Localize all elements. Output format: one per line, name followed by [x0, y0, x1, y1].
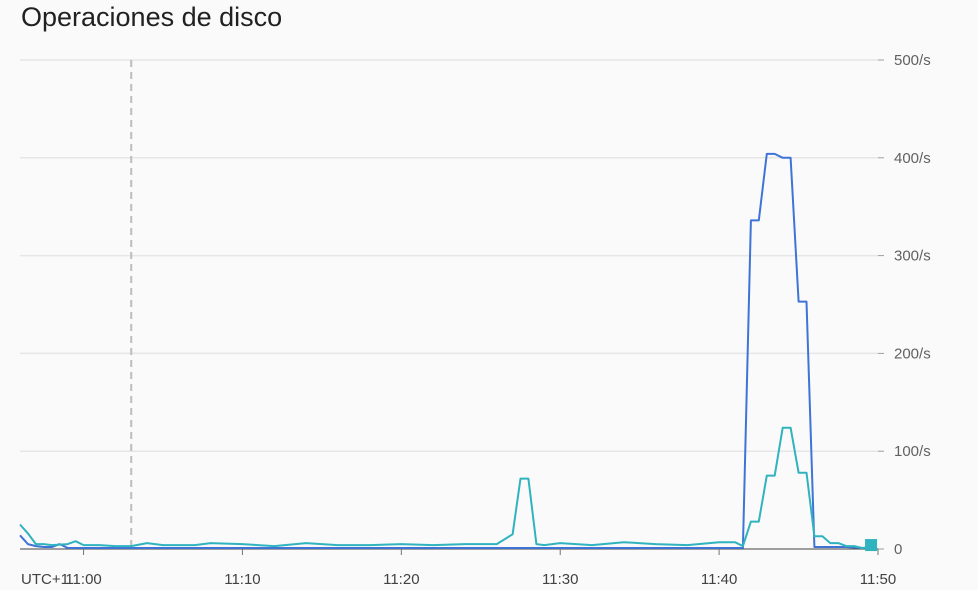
- y-tick-label: 400/s: [894, 150, 931, 167]
- x-tick-label: 11:40: [701, 571, 737, 588]
- y-tick-label: 500/s: [894, 52, 931, 69]
- x-tick-label: 11:30: [542, 571, 578, 588]
- y-tick-label: 0: [894, 541, 902, 558]
- y-tick-label: 300/s: [894, 248, 931, 265]
- end-markers: [865, 539, 878, 552]
- x-tick-label: 11:00: [65, 571, 101, 588]
- x-tick-label: 11:50: [860, 571, 896, 588]
- y-tick-labels: 0 100/s 200/s 300/s 400/s 500/s: [894, 52, 931, 558]
- series-end-marker: [865, 539, 878, 552]
- chart-title: Operaciones de disco: [21, 2, 283, 32]
- y-tick-label: 100/s: [894, 443, 931, 460]
- timezone-label: UTC+1: [21, 571, 69, 588]
- series-line-2: [19, 426, 871, 549]
- series-lines: [19, 152, 871, 549]
- x-tick-labels: UTC+111:00 11:10 11:20 11:30 11:40 11:50: [21, 571, 896, 588]
- x-tick-label: 11:10: [224, 571, 260, 588]
- x-tick-label: 11:20: [383, 571, 419, 588]
- series-line-1: [19, 152, 871, 549]
- grid-lines: [20, 59, 884, 555]
- y-tick-label: 200/s: [894, 345, 931, 362]
